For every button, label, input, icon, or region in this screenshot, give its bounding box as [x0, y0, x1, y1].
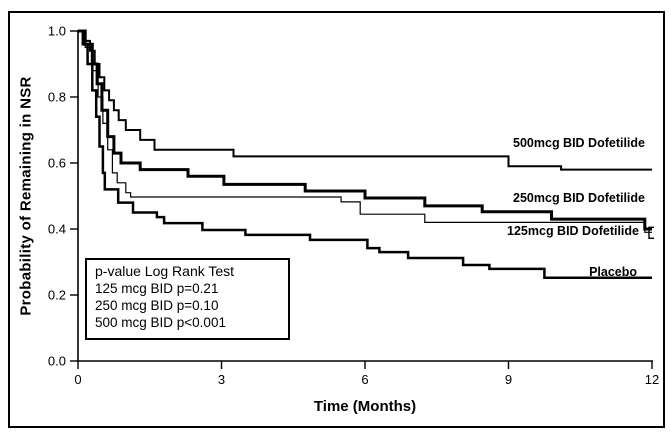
curve-label-placebo: Placebo	[589, 265, 637, 279]
x-tick-label: 9	[505, 372, 512, 387]
pvalue-legend-box: p-value Log Rank Test 125 mcg BID p=0.21…	[85, 258, 290, 340]
curve-label-250mcg: 250mcg BID Dofetilide	[513, 191, 645, 205]
x-axis-title: Time (Months)	[313, 398, 417, 415]
y-tick-label: 1.0	[48, 24, 66, 39]
curve-label-500mcg: 500mcg BID Dofetilide	[513, 136, 645, 150]
legend-line-250: 250 mcg BID p=0.10	[95, 298, 219, 313]
x-tick-label: 3	[218, 372, 225, 387]
y-tick-label: 0.0	[48, 354, 66, 369]
survival-curve-placebo	[78, 29, 652, 280]
y-tick-label: 0.6	[48, 156, 66, 171]
survival-curve-500mcg-bid-dofetilide	[78, 30, 652, 171]
survival-curve-125mcg-bid-dofetilide	[78, 30, 652, 233]
legend-line-125: 125 mcg BID p=0.21	[95, 281, 219, 296]
y-tick-label: 0.2	[48, 288, 66, 303]
y-tick-label: 0.4	[48, 222, 66, 237]
censor-bracket-mark	[648, 226, 654, 239]
legend-title: p-value Log Rank Test	[95, 263, 235, 279]
legend-line-500: 500 mcg BID p<0.001	[95, 315, 226, 330]
figure-border	[8, 11, 665, 428]
survival-curve-250mcg-bid-dofetilide	[78, 29, 652, 231]
x-tick-label: 12	[645, 372, 659, 387]
x-tick-label: 0	[74, 372, 81, 387]
curve-label-125mcg: 125mcg BID Dofetilide	[507, 224, 639, 238]
y-axis-title: Probability of Remaining in NSR	[17, 76, 35, 316]
x-tick-label: 6	[361, 372, 368, 387]
y-tick-label: 0.8	[48, 90, 66, 105]
